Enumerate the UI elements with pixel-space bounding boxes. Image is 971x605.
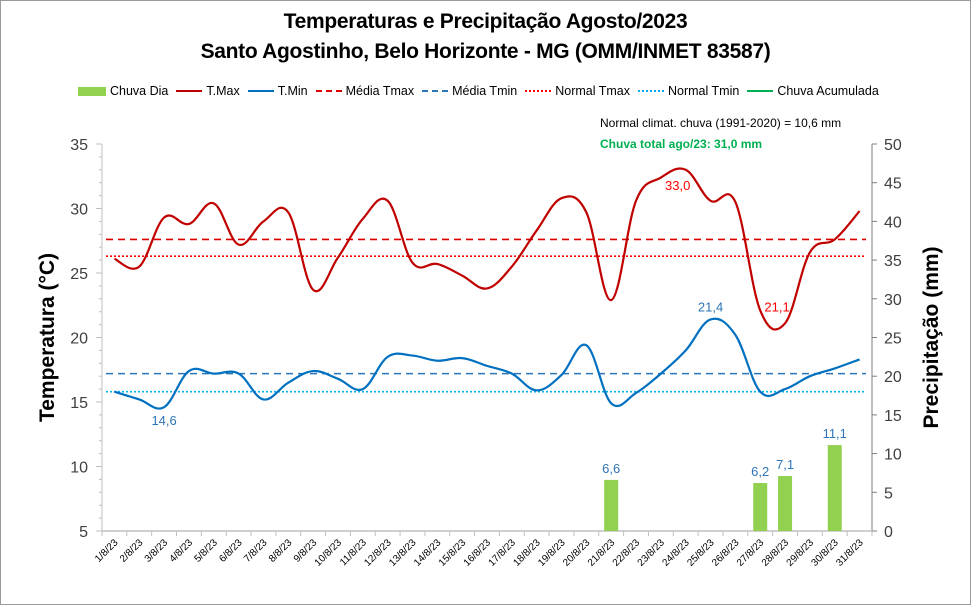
tmin-data-label: 14,6 xyxy=(151,413,176,428)
legend-label: T.Min xyxy=(277,84,308,98)
y2-axis-title: Precipitação (mm) xyxy=(920,246,943,428)
y2-tick-label: 45 xyxy=(884,176,902,193)
total-rain-annotation: Chuva total ago/23: 31,0 mm xyxy=(600,137,763,151)
series-line-t-max xyxy=(113,167,861,331)
chart-subtitle: Santo Agostinho, Belo Horizonte - MG (OM… xyxy=(200,40,771,63)
legend-line-icon xyxy=(747,90,774,92)
y-tick-label: 5 xyxy=(79,524,88,541)
rain-bar xyxy=(827,445,842,531)
legend-dashed-line-icon xyxy=(422,90,449,92)
x-tick-label: 4/8/23 xyxy=(168,537,196,565)
legend: Chuva Dia T.Max T.Min Média Tmax Média T… xyxy=(78,84,887,98)
legend-item-chuva-acumulada: Chuva Acumulada xyxy=(747,84,879,98)
legend-item-normal-tmax: Normal Tmax xyxy=(525,84,630,98)
legend-dotted-line-icon xyxy=(525,90,552,92)
legend-label: Normal Tmax xyxy=(555,84,630,98)
y2-tick-label: 5 xyxy=(884,485,893,502)
tmin-data-label: 21,4 xyxy=(698,299,723,314)
legend-line-icon xyxy=(176,90,203,92)
rain-bar xyxy=(604,479,619,531)
y-tick-label: 35 xyxy=(70,137,88,154)
rain-bar-label: 11,1 xyxy=(823,426,847,441)
y2-tick-label: 10 xyxy=(884,447,902,464)
legend-item-tmin: T.Min xyxy=(247,84,308,98)
y-tick-label: 20 xyxy=(70,331,88,348)
legend-item-chuva-dia: Chuva Dia xyxy=(78,84,168,98)
x-tick-label: 10/8/23 xyxy=(313,537,345,569)
legend-dashed-line-icon xyxy=(315,90,342,92)
y-tick-label: 10 xyxy=(70,460,88,477)
x-tick-label: 2/8/23 xyxy=(118,537,146,565)
legend-label: Média Tmin xyxy=(452,84,518,98)
chart-title: Temperaturas e Precipitação Agosto/2023 xyxy=(283,10,688,33)
y2-tick-label: 20 xyxy=(884,369,902,386)
legend-label: Chuva Dia xyxy=(110,84,169,98)
x-tick-label: 7/8/23 xyxy=(242,537,270,565)
y2-tick-label: 25 xyxy=(884,331,902,348)
legend-item-media-tmin: Média Tmin xyxy=(422,84,517,98)
legend-label: Média Tmax xyxy=(345,84,415,98)
legend-dotted-line-icon xyxy=(638,90,664,92)
series-line-t-min xyxy=(114,317,860,410)
y-tick-label: 25 xyxy=(70,266,88,283)
y-tick-label: 15 xyxy=(70,395,88,412)
x-tick-label: 6/8/23 xyxy=(217,537,245,565)
legend-item-media-tmax: Média Tmax xyxy=(315,84,415,98)
legend-label: T.Max xyxy=(206,84,240,98)
x-tick-label: 8/8/23 xyxy=(267,537,295,565)
rain-bar xyxy=(778,476,793,531)
legend-line-icon xyxy=(247,90,274,92)
rain-bar-label: 6,6 xyxy=(602,461,620,476)
y2-tick-label: 30 xyxy=(884,292,902,309)
rain-bar-label: 6,2 xyxy=(751,464,769,479)
y-tick-label: 30 xyxy=(70,202,88,219)
legend-item-normal-tmin: Normal Tmin xyxy=(638,84,739,98)
y2-tick-label: 0 xyxy=(884,524,893,541)
tmax-data-label: 21,1 xyxy=(764,299,789,314)
rain-bar xyxy=(753,483,768,531)
y2-tick-label: 50 xyxy=(884,137,902,154)
x-tick-label: 5/8/23 xyxy=(192,537,220,565)
y-axis-title: Temperatura (°C) xyxy=(36,253,59,422)
rain-bar-label: 7,1 xyxy=(776,457,794,472)
legend-swatch-bar-icon xyxy=(78,86,106,96)
y2-tick-label: 15 xyxy=(884,408,902,425)
legend-item-tmax: T.Max xyxy=(176,84,240,98)
normal-rain-annotation: Normal climat. chuva (1991-2020) = 10,6 … xyxy=(600,116,842,130)
x-tick-label: 3/8/23 xyxy=(143,537,171,565)
y2-tick-label: 35 xyxy=(884,253,902,270)
tmax-data-label: 33,0 xyxy=(665,178,690,193)
legend-label: Chuva Acumulada xyxy=(777,84,879,98)
x-tick-label: 31/8/23 xyxy=(834,537,866,569)
x-tick-label: 1/8/23 xyxy=(93,537,121,565)
y2-tick-label: 40 xyxy=(884,214,902,231)
legend-label: Normal Tmin xyxy=(668,84,740,98)
